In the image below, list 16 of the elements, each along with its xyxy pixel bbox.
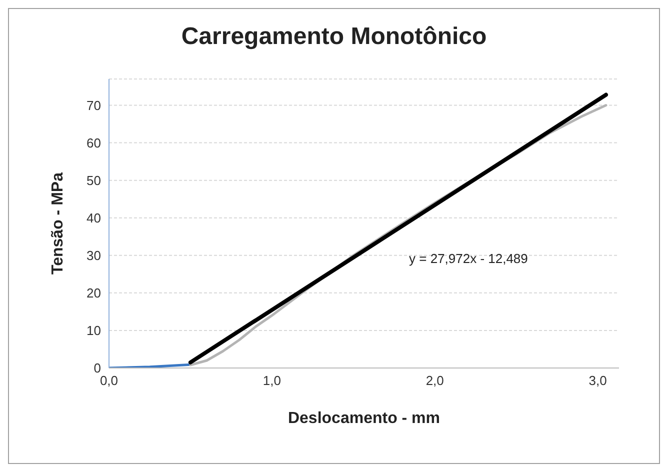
y-tick-label: 50 [86,172,101,188]
x-tick-label: 3,0 [588,373,607,388]
annotation: y = 27,972x - 12,489 [409,251,528,266]
x-tick-label: 1,0 [262,373,281,388]
y-tick-label: 60 [86,135,101,150]
y-axis-title: Tensão - MPa [50,172,67,274]
x-tick-label: 0,0 [100,373,118,388]
y-tick-label: 10 [86,323,101,338]
y-tick-label: 40 [86,210,101,226]
x-tick-label: 2,0 [426,373,444,388]
chart-title: Carregamento Monotônico [180,23,488,51]
x-axis-title: Deslocamento - mm [288,410,440,427]
y-tick-label: 0 [94,360,101,376]
y-tick-label: 30 [86,248,101,264]
y-tick-label: 70 [86,98,101,113]
y-tick-label: 20 [86,286,101,301]
